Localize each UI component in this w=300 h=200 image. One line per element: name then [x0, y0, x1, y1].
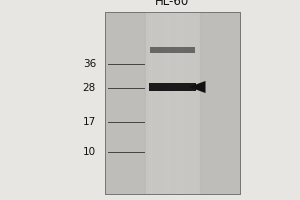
Text: 10: 10 [83, 147, 96, 157]
Bar [105, 12, 240, 194]
Bar [175, 12, 178, 194]
Bar [150, 47, 195, 53]
Text: HL-60: HL-60 [155, 0, 190, 8]
Text: 28: 28 [83, 83, 96, 93]
Bar [198, 12, 202, 194]
Bar [194, 12, 198, 194]
Bar [105, 12, 240, 194]
Bar [152, 12, 155, 194]
Text: 17: 17 [83, 117, 96, 127]
Bar [163, 12, 167, 194]
Bar [186, 12, 190, 194]
Bar [190, 12, 194, 194]
Bar [171, 12, 175, 194]
Polygon shape [189, 81, 206, 93]
Bar [149, 83, 196, 91]
Bar [167, 12, 171, 194]
Bar [148, 12, 152, 194]
Bar [156, 12, 159, 194]
Bar [171, 12, 175, 194]
Text: 36: 36 [83, 59, 96, 69]
Bar [159, 12, 163, 194]
Bar [179, 12, 182, 194]
Bar [144, 12, 148, 194]
Bar [146, 12, 200, 194]
Bar [183, 12, 186, 194]
